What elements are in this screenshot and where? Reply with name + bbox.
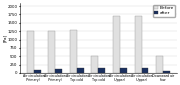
Bar <box>34 70 40 73</box>
Bar <box>70 29 77 73</box>
Bar <box>156 56 163 73</box>
Bar <box>91 56 98 73</box>
Bar <box>48 31 55 73</box>
Bar <box>113 16 120 73</box>
Y-axis label: [Pa]: [Pa] <box>3 34 7 42</box>
Bar <box>141 68 148 73</box>
Legend: Before, after: Before, after <box>153 5 175 17</box>
Bar <box>135 16 141 73</box>
Bar <box>163 71 170 73</box>
Bar <box>55 69 62 73</box>
Bar <box>77 68 84 73</box>
Bar <box>98 68 105 73</box>
Bar <box>27 31 34 73</box>
Bar <box>120 68 127 73</box>
